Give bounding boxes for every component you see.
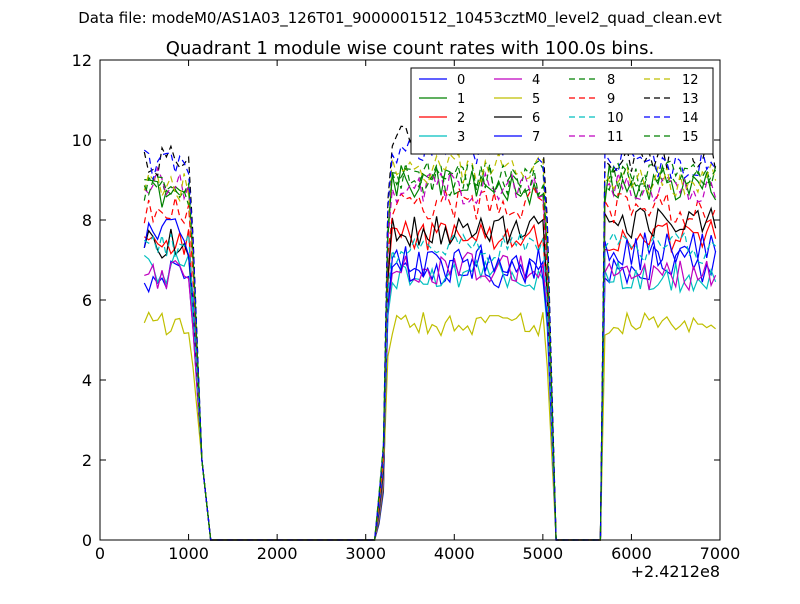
plot-area xyxy=(143,123,717,541)
series-line-1 xyxy=(144,163,717,541)
y-tick-label-2: 2 xyxy=(82,451,92,470)
legend-label-14: 14 xyxy=(682,111,699,126)
series-line-4 xyxy=(144,251,717,541)
x-tick-label-7000: 7000 xyxy=(700,544,741,563)
legend-label-15: 15 xyxy=(682,130,699,145)
chart-suptitle: Data file: modeM0/AS1A03_126T01_90000015… xyxy=(78,9,722,28)
series-line-8 xyxy=(143,159,717,541)
y-tick-label-4: 4 xyxy=(82,371,92,390)
legend-label-12: 12 xyxy=(682,73,699,88)
x-tick-label-3000: 3000 xyxy=(345,544,386,563)
y-tick-label-12: 12 xyxy=(72,51,92,70)
x-tick-label-0: 0 xyxy=(95,544,105,563)
y-tick-label-0: 0 xyxy=(82,531,92,550)
y-tick-label-10: 10 xyxy=(72,131,92,150)
legend-label-0: 0 xyxy=(457,73,465,88)
legend-label-5: 5 xyxy=(532,92,540,107)
series-line-5 xyxy=(143,310,716,541)
x-tick-label-4000: 4000 xyxy=(434,544,475,563)
legend-box xyxy=(410,67,714,155)
series-line-12 xyxy=(143,151,717,541)
legend-label-10: 10 xyxy=(607,111,624,126)
x-tick-label-6000: 6000 xyxy=(611,544,652,563)
x-tick-label-2000: 2000 xyxy=(257,544,298,563)
legend-label-3: 3 xyxy=(457,130,465,145)
series-line-3 xyxy=(143,250,717,541)
series-line-0 xyxy=(143,246,717,541)
series-line-13 xyxy=(143,123,717,541)
x-axis-offset-label: +2.4212e8 xyxy=(631,562,720,581)
legend-label-11: 11 xyxy=(607,130,624,145)
legend-label-13: 13 xyxy=(682,92,699,107)
series-line-11 xyxy=(143,166,717,541)
legend-label-4: 4 xyxy=(532,73,540,88)
x-tick-label-1000: 1000 xyxy=(168,544,209,563)
y-tick-label-8: 8 xyxy=(82,211,92,230)
legend-label-2: 2 xyxy=(457,111,465,126)
legend-label-6: 6 xyxy=(532,111,540,126)
series-line-7 xyxy=(143,218,717,541)
series-line-2 xyxy=(143,219,717,541)
x-tick-label-5000: 5000 xyxy=(522,544,563,563)
legend-label-8: 8 xyxy=(607,73,615,88)
series-line-15 xyxy=(143,160,717,541)
chart-title: Quadrant 1 module wise count rates with … xyxy=(166,38,655,59)
y-tick-label-6: 6 xyxy=(82,291,92,310)
legend-label-1: 1 xyxy=(457,92,465,107)
legend-label-7: 7 xyxy=(532,130,540,145)
series-line-14 xyxy=(143,133,717,541)
legend-label-9: 9 xyxy=(607,92,615,107)
